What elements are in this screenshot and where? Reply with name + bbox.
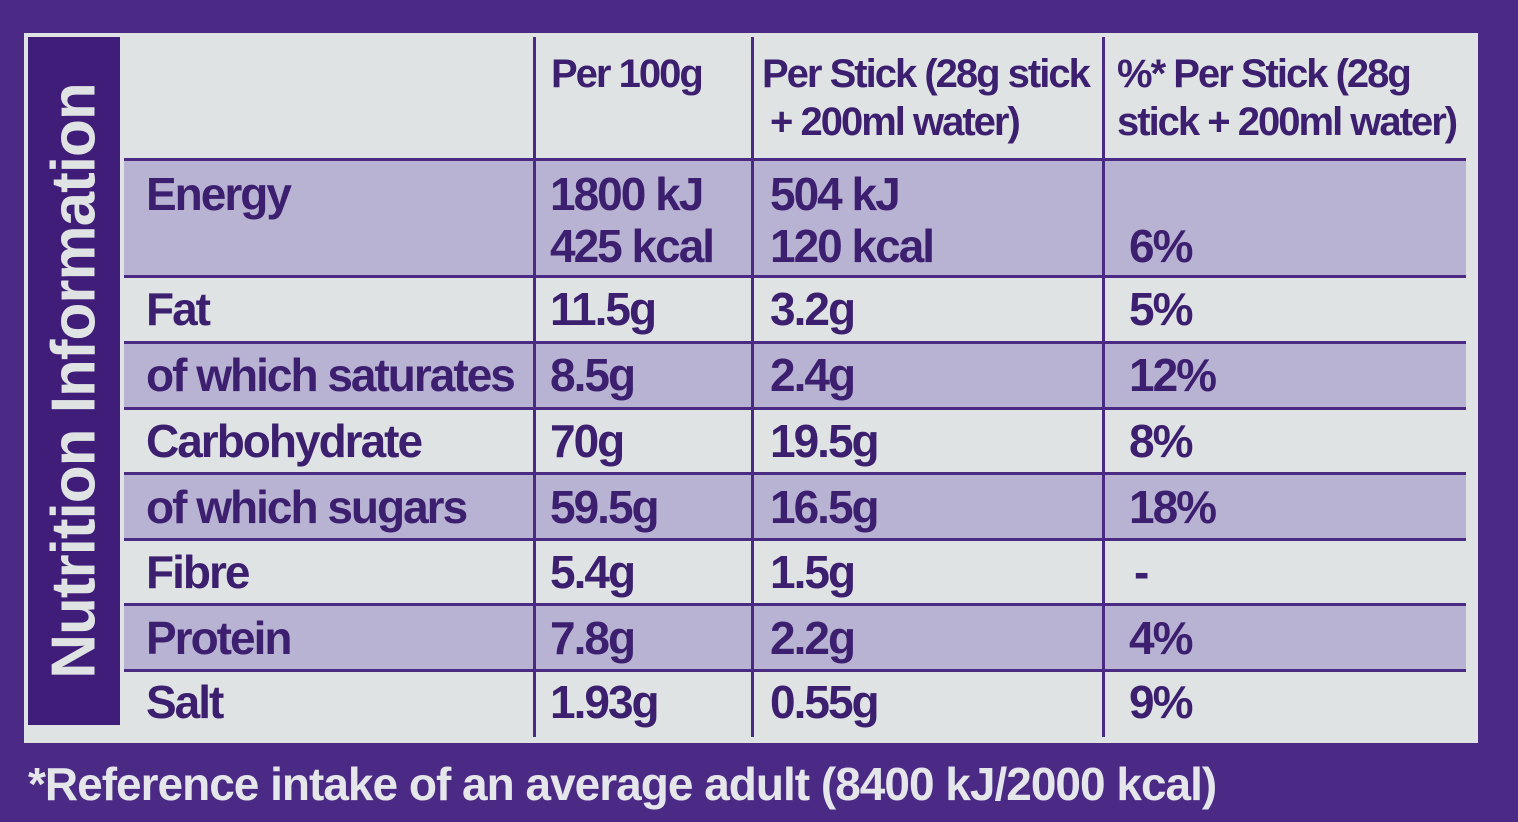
- column-divider-1: [533, 37, 536, 737]
- row-salt-stick: 0.55g: [770, 676, 880, 728]
- row-fibre-name: Fibre: [146, 546, 250, 598]
- row-sugars-pct: 18%: [1129, 481, 1217, 533]
- row-carbohydrate-stick: 19.5g: [770, 415, 880, 467]
- row-fibre-pct: -: [1134, 546, 1149, 598]
- row-fibre-stick: 1.5g: [770, 546, 856, 598]
- row-carbohydrate-per100: 70g: [550, 415, 625, 467]
- rule-fibre: [124, 603, 1466, 606]
- row-protein-name: Protein: [146, 612, 292, 664]
- row-fat-name: Fat: [146, 283, 211, 335]
- rule-protein: [124, 669, 1466, 672]
- header-per-stick-line1: Per Stick (28g stick: [762, 52, 1091, 96]
- row-energy-pct: 6%: [1129, 220, 1194, 272]
- row-energy-name: Energy: [146, 168, 292, 220]
- rule-carbohydrate: [124, 472, 1466, 475]
- header-percent-line1: %* Per Stick (28g: [1117, 52, 1412, 96]
- row-fibre-per100: 5.4g: [550, 546, 636, 598]
- nutrition-panel: Nutrition Information Per 100g Per Stick…: [24, 33, 1478, 743]
- row-salt-per100: 1.93g: [550, 676, 660, 728]
- rule-header: [124, 158, 1466, 161]
- row-saturates-per100: 8.5g: [550, 349, 636, 401]
- row-carbohydrate-name: Carbohydrate: [146, 415, 423, 467]
- column-divider-2: [751, 37, 754, 737]
- row-saturates-name: of which saturates: [146, 349, 516, 401]
- row-shade-protein: [124, 606, 1466, 671]
- row-sugars-name: of which sugars: [146, 481, 468, 533]
- rule-fat: [124, 341, 1466, 344]
- row-protein-per100: 7.8g: [550, 612, 636, 664]
- header-per-stick-line2: + 200ml water): [770, 100, 1021, 144]
- row-saturates-pct: 12%: [1129, 349, 1217, 401]
- row-protein-pct: 4%: [1129, 612, 1194, 664]
- row-saturates-stick: 2.4g: [770, 349, 856, 401]
- row-sugars-stick: 16.5g: [770, 481, 880, 533]
- reference-intake-footnote: *Reference intake of an average adult (8…: [28, 758, 1217, 810]
- rule-saturates: [124, 407, 1466, 410]
- row-protein-stick: 2.2g: [770, 612, 856, 664]
- row-energy-per100-kj: 1800 kJ: [550, 168, 704, 220]
- column-divider-3: [1102, 37, 1105, 737]
- row-energy-per100-kcal: 425 kcal: [550, 220, 715, 272]
- rule-energy: [124, 275, 1466, 278]
- row-carbohydrate-pct: 8%: [1129, 415, 1194, 467]
- row-energy-stick-kj: 504 kJ: [770, 168, 901, 220]
- row-salt-name: Salt: [146, 676, 224, 728]
- nutrition-title-block: Nutrition Information: [28, 37, 120, 725]
- nutrition-title: Nutrition Information: [39, 83, 109, 679]
- rule-sugars: [124, 538, 1466, 541]
- row-shade-energy: [124, 161, 1466, 276]
- row-energy-stick-kcal: 120 kcal: [770, 220, 935, 272]
- row-salt-pct: 9%: [1129, 676, 1194, 728]
- row-shade-sugars: [124, 475, 1466, 540]
- row-sugars-per100: 59.5g: [550, 481, 660, 533]
- row-fat-pct: 5%: [1129, 283, 1194, 335]
- row-fat-per100: 11.5g: [550, 283, 657, 335]
- row-shade-saturates: [124, 344, 1466, 409]
- header-per-100g: Per 100g: [551, 52, 704, 96]
- header-percent-line2: stick + 200ml water): [1117, 100, 1458, 144]
- row-fat-stick: 3.2g: [770, 283, 856, 335]
